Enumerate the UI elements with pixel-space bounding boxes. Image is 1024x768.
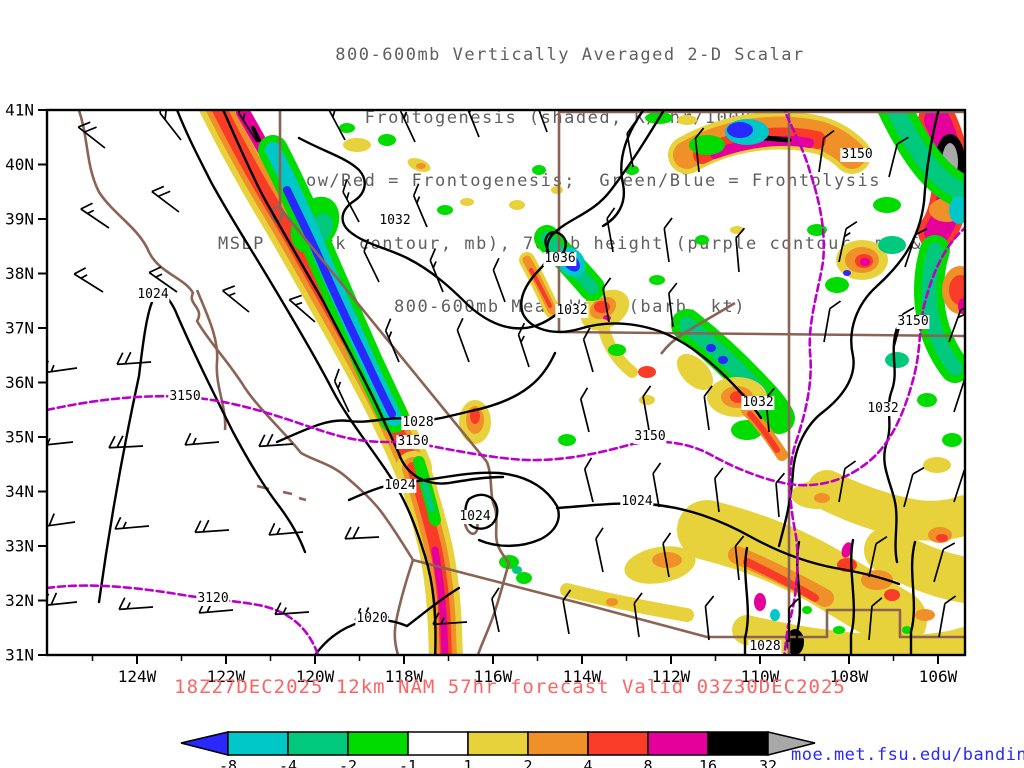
colorado-river-lower <box>485 461 511 564</box>
colorbar-tick-label: -1 <box>398 757 418 768</box>
colorbar-segment <box>287 731 349 756</box>
lon-label: 124W <box>118 667 157 686</box>
lon-label: 112W <box>652 667 691 686</box>
lon-label: 122W <box>207 667 246 686</box>
contour-label: 1032 <box>741 395 775 410</box>
lon-label: 108W <box>830 667 869 686</box>
colorbar-tick-label: 8 <box>643 757 653 768</box>
contour-label: 1032 <box>866 401 900 416</box>
colorbar-segment <box>407 731 469 756</box>
colorbar <box>180 730 816 761</box>
colorbar-segment <box>347 731 409 756</box>
colorbar-segment <box>467 731 529 756</box>
contour-label: 1024 <box>620 494 654 509</box>
colorbar-tick-label: -4 <box>278 757 298 768</box>
colorbar-tick-label: 2 <box>523 757 533 768</box>
lat-label: 40N <box>5 155 34 174</box>
site-link[interactable]: moe.met.fsu.edu/banding <box>791 745 1024 765</box>
contour-label: 3150 <box>896 314 930 329</box>
forecast-valid-line: 18Z27DEC2025 12km NAM 57hr forecast Vali… <box>174 676 846 698</box>
contour-label: 3120 <box>196 591 230 606</box>
lon-label: 114W <box>563 667 602 686</box>
colorbar-segment <box>527 731 589 756</box>
baja-coast <box>393 559 415 655</box>
lat-label: 35N <box>5 428 34 447</box>
contour-label: 1028 <box>748 639 782 654</box>
lon-label: 106W <box>919 667 958 686</box>
contour-label: 1024 <box>458 509 492 524</box>
contour-label: 1032 <box>378 213 412 228</box>
lon-label: 118W <box>385 667 424 686</box>
contour-label: 3150 <box>840 147 874 162</box>
mslp-contours <box>97 110 940 655</box>
contour-label: 1032 <box>555 303 589 318</box>
contour-label: 1024 <box>136 287 170 302</box>
mexico-border <box>412 558 965 639</box>
contour-label: 3150 <box>168 389 202 404</box>
colorbar-tick-label: -2 <box>338 757 358 768</box>
colorbar-tick-label: 4 <box>583 757 593 768</box>
contour-label: 1020 <box>355 611 389 626</box>
lat-label: 41N <box>5 101 34 120</box>
colorbar-segment <box>707 731 769 756</box>
colorado-river-upper <box>659 301 736 355</box>
colorbar-segment <box>587 731 649 756</box>
lat-label: 32N <box>5 591 34 610</box>
colorbar-tick-label: 16 <box>698 757 718 768</box>
contour-label: 1036 <box>543 251 577 266</box>
lat-label: 33N <box>5 537 34 556</box>
contour-label: 3150 <box>396 434 430 449</box>
colorbar-tick-label: -8 <box>218 757 238 768</box>
colorbar-tick-label: 32 <box>758 757 778 768</box>
axis-labels: 41N 40N 39N 38N 37N 36N 35N 34N 33N 32N 31N 124W 122… <box>5 101 958 687</box>
colorbar-left-arrow <box>180 731 229 756</box>
colorbar-segment <box>227 731 289 756</box>
title-line-1: 800-600mb Vertically Averaged 2-D Scalar <box>335 45 805 65</box>
channel-islands <box>256 484 307 502</box>
gulf-coast <box>476 562 511 655</box>
frontogenesis-shading <box>198 110 965 655</box>
coastline <box>77 110 415 561</box>
border-37n <box>558 330 965 338</box>
central-valley-river <box>195 289 227 431</box>
axes <box>38 109 939 664</box>
contour-label: 1028 <box>401 415 435 430</box>
lon-label: 110W <box>741 667 780 686</box>
colorbar-right-arrow <box>767 731 816 756</box>
lat-label: 38N <box>5 264 34 283</box>
colorbar-tick-label: 1 <box>463 757 473 768</box>
lat-label: 39N <box>5 210 34 229</box>
contour-label: 3150 <box>633 429 667 444</box>
lat-label: 34N <box>5 482 34 501</box>
lon-label: 120W <box>296 667 335 686</box>
lat-label: 36N <box>5 373 34 392</box>
lon-label: 116W <box>474 667 513 686</box>
lat-label: 31N <box>5 646 34 665</box>
colorbar-segment <box>647 731 709 756</box>
contour-label: 1024 <box>383 478 417 493</box>
lat-label: 37N <box>5 319 34 338</box>
